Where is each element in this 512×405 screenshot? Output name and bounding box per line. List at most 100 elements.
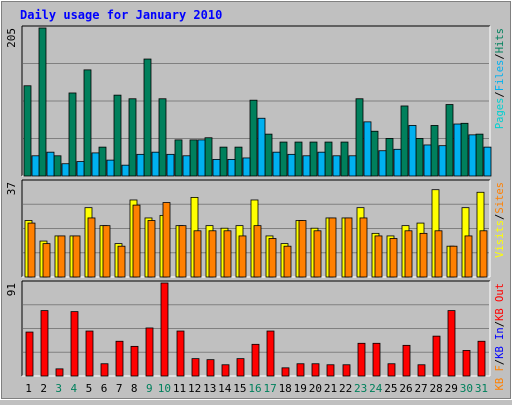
bar-files-day-5	[91, 152, 100, 177]
bar-sites-day-8	[132, 204, 141, 278]
bar-kb-out-day-4	[70, 311, 79, 377]
bar-kb-out-day-2	[40, 310, 49, 377]
bar-kb-out-day-20	[311, 363, 320, 377]
bar-sites-day-7	[117, 245, 126, 278]
day-label: 1	[25, 382, 32, 395]
bar-kb-out-day-6	[100, 363, 109, 377]
bar-kb-out-day-9	[145, 327, 154, 377]
bar-files-day-6	[106, 159, 115, 177]
day-label: 19	[294, 382, 307, 395]
bar-kb-out-day-30	[462, 350, 471, 377]
day-label: 16	[248, 382, 261, 395]
bar-kb-out-day-15	[236, 358, 245, 377]
bar-sites-day-9	[147, 220, 156, 278]
legend-separator: /	[494, 321, 506, 327]
bar-hits-day-13	[204, 137, 213, 177]
day-label: 14	[218, 382, 232, 395]
bar-kb-out-day-24	[372, 342, 381, 377]
bar-hits-day-17	[264, 133, 273, 177]
series-kb-out	[25, 282, 486, 377]
legend-entry: Visits	[494, 220, 506, 258]
bar-sites-day-20	[313, 230, 322, 278]
bar-kb-out-day-13	[206, 359, 215, 377]
bar-files-day-19	[302, 155, 311, 177]
bar-sites-day-1	[27, 222, 36, 278]
bar-sites-day-23	[359, 217, 368, 278]
bar-files-day-29	[453, 123, 462, 177]
bar-kb-out-day-3	[55, 368, 64, 377]
legend-entry: Files	[494, 60, 506, 92]
bar-files-day-17	[272, 151, 281, 177]
bar-files-day-4	[76, 161, 85, 177]
bar-hits-day-22	[340, 141, 349, 177]
day-label: 12	[188, 382, 201, 395]
bar-kb-out-day-10	[160, 282, 169, 377]
bar-hits-day-18	[279, 141, 288, 177]
bar-hits-day-1	[23, 85, 32, 177]
legend-entry: KB F	[494, 365, 506, 390]
bar-sites-day-12	[193, 230, 202, 278]
day-label: 7	[116, 382, 123, 395]
y-axis-max-label: 37	[5, 182, 18, 195]
bar-hits-day-8	[128, 98, 137, 177]
bar-kb-out-day-22	[342, 364, 351, 377]
bar-kb-out-day-31	[477, 340, 486, 377]
bar-hits-day-10	[158, 98, 167, 177]
bar-files-day-8	[136, 153, 145, 177]
day-label: 21	[324, 382, 337, 395]
day-label: 31	[475, 382, 488, 395]
bar-kb-out-day-17	[266, 330, 275, 377]
day-label: 20	[309, 382, 322, 395]
bar-kb-out-day-29	[447, 310, 456, 377]
bar-sites-day-13	[208, 230, 217, 278]
bar-files-day-1	[31, 155, 40, 177]
bar-hits-day-3	[53, 155, 62, 177]
bar-hits-day-30	[460, 122, 469, 177]
bar-kb-out-day-16	[251, 343, 260, 377]
bar-sites-day-27	[419, 232, 428, 278]
bar-sites-day-29	[449, 245, 458, 278]
day-label: 10	[158, 382, 171, 395]
bar-kb-out-day-8	[130, 345, 139, 377]
bar-files-day-13	[212, 158, 221, 177]
bar-sites-day-16	[253, 225, 262, 278]
bar-hits-day-28	[430, 125, 439, 177]
bar-sites-day-26	[404, 230, 413, 278]
bar-hits-day-12	[189, 139, 198, 177]
bar-sites-day-6	[102, 225, 111, 278]
chart-title: Daily usage for January 2010	[20, 8, 222, 22]
series-hits	[23, 27, 484, 177]
bar-files-day-27	[423, 144, 432, 177]
bar-files-day-26	[408, 125, 417, 177]
bar-kb-out-day-27	[417, 364, 426, 377]
legend-entry: Pages	[494, 98, 506, 130]
bar-hits-day-27	[415, 138, 424, 177]
day-label: 22	[339, 382, 352, 395]
bar-hits-day-29	[445, 104, 454, 177]
bar-files-day-14	[227, 158, 236, 177]
legend-entry: Hits	[494, 28, 506, 53]
bar-kb-out-day-7	[115, 340, 124, 377]
bar-files-day-10	[166, 153, 175, 177]
legend-separator: /	[494, 359, 506, 365]
series-sites	[27, 202, 488, 278]
bar-sites-day-5	[87, 217, 96, 278]
bar-sites-day-24	[374, 235, 383, 278]
day-label: 26	[399, 382, 412, 395]
frame-border-dark	[1, 1, 511, 399]
chart-panel-2: 37 Visits/Sites	[5, 179, 506, 278]
y-axis-max-label: 91	[5, 283, 18, 296]
day-axis-labels: 1 2 3 4 5 6 7 8 9 10 11 12 13 14 15 16 17 18 19 20 21 22 23 24 2…	[25, 382, 488, 395]
bar-hits-day-15	[234, 146, 243, 177]
day-label: 29	[445, 382, 458, 395]
bar-files-day-25	[393, 148, 402, 177]
bar-hits-day-9	[143, 58, 152, 177]
bar-files-day-28	[438, 145, 447, 177]
bar-sites-day-15	[238, 235, 247, 278]
day-label: 23	[354, 382, 367, 395]
bar-hits-day-24	[370, 130, 379, 177]
bar-hits-day-5	[83, 69, 92, 177]
